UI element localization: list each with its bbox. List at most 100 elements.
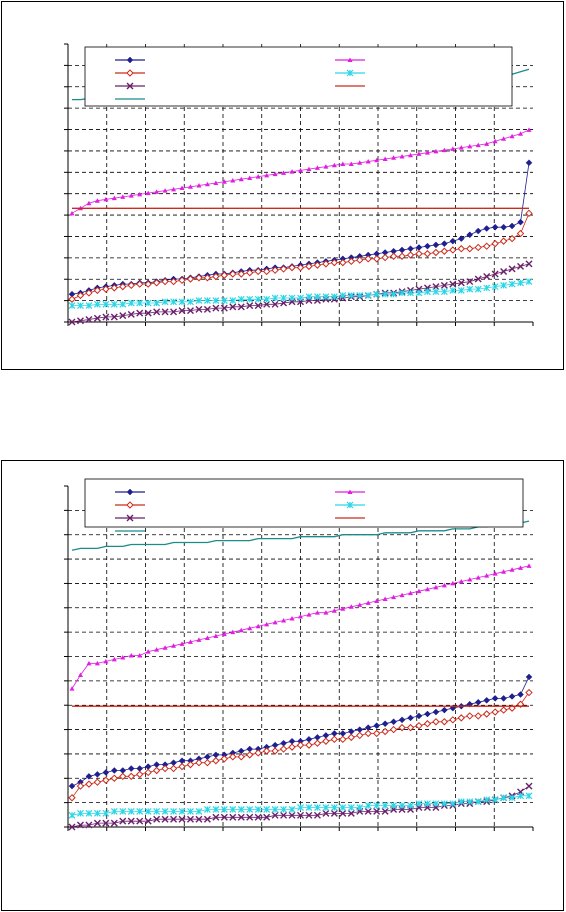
data-point	[94, 660, 100, 666]
data-point	[162, 645, 168, 650]
data-point	[212, 272, 220, 281]
data-point	[246, 806, 254, 813]
data-point	[339, 292, 347, 299]
data-point	[458, 145, 464, 150]
data-point	[102, 313, 110, 321]
data-point	[499, 237, 508, 245]
data-point	[178, 815, 186, 823]
data-point	[195, 807, 203, 815]
data-point	[110, 284, 119, 292]
data-point	[170, 308, 178, 316]
data-point	[271, 806, 279, 813]
data-point	[356, 731, 364, 740]
data-point	[474, 798, 482, 806]
data-point	[364, 729, 372, 738]
data-point	[203, 305, 211, 313]
data-point	[136, 299, 144, 307]
data-point	[381, 720, 389, 728]
data-point	[69, 686, 75, 691]
data-point	[262, 747, 271, 755]
data-point	[424, 242, 431, 250]
data-point	[381, 807, 389, 815]
data-point	[322, 293, 330, 301]
data-point	[339, 804, 347, 811]
data-point	[339, 258, 347, 267]
legend-marker	[126, 488, 134, 496]
legend-marker	[347, 489, 353, 494]
legend-marker	[126, 69, 134, 77]
data-point	[432, 283, 440, 291]
data-point	[94, 198, 100, 203]
legend-marker	[126, 501, 134, 509]
data-point	[331, 162, 337, 168]
data-point	[128, 653, 134, 658]
data-point	[305, 293, 313, 301]
data-point	[204, 181, 210, 187]
data-point	[484, 141, 490, 146]
data-point	[271, 300, 279, 308]
data-point	[314, 804, 321, 811]
data-point	[432, 241, 440, 249]
data-point	[391, 594, 397, 600]
legend-marker	[346, 501, 354, 509]
data-point	[390, 802, 398, 809]
data-point	[68, 782, 76, 790]
data-point	[457, 235, 465, 242]
data-point	[330, 258, 339, 267]
data-point	[432, 800, 440, 808]
data-point	[458, 578, 464, 584]
data-point	[85, 289, 93, 297]
data-point	[492, 138, 498, 144]
data-point	[103, 658, 109, 664]
data-point	[483, 284, 491, 292]
data-point	[297, 294, 304, 302]
data-point	[178, 807, 186, 815]
data-point	[449, 246, 457, 254]
data-point	[280, 811, 288, 819]
data-point	[68, 794, 76, 802]
data-point	[348, 604, 354, 609]
data-point	[441, 240, 448, 248]
data-point	[128, 193, 134, 198]
data-point	[517, 691, 524, 698]
data-point	[474, 712, 482, 720]
data-point	[457, 286, 465, 294]
data-point	[262, 267, 271, 276]
data-point	[220, 813, 228, 821]
data-point	[508, 222, 516, 230]
data-point	[500, 223, 507, 231]
data-point	[85, 780, 93, 788]
legend-marker	[126, 56, 134, 64]
data-point	[449, 286, 457, 294]
data-point	[330, 293, 338, 301]
data-point	[416, 151, 422, 156]
data-point	[263, 813, 271, 821]
data-point	[381, 290, 389, 298]
data-point	[440, 800, 448, 808]
legend-entry-4	[335, 489, 365, 494]
data-point	[525, 688, 533, 697]
data-point	[339, 809, 347, 817]
data-point	[161, 764, 169, 773]
data-point	[135, 280, 144, 288]
data-point	[289, 616, 295, 621]
data-point	[77, 809, 84, 817]
data-point	[186, 275, 195, 283]
data-point	[204, 753, 211, 761]
data-point	[254, 295, 262, 303]
data-point	[347, 733, 355, 742]
data-point	[305, 811, 313, 819]
legend-entry-1	[115, 56, 145, 64]
data-point	[305, 735, 313, 743]
data-point	[424, 800, 431, 808]
data-point	[255, 623, 261, 629]
data-point	[391, 155, 397, 160]
data-point	[415, 289, 423, 297]
data-point	[153, 299, 161, 307]
data-point	[406, 251, 415, 259]
data-point	[288, 263, 296, 272]
data-point	[111, 195, 117, 201]
data-point	[365, 600, 371, 605]
data-point	[119, 767, 127, 774]
legend-marker	[126, 82, 134, 90]
